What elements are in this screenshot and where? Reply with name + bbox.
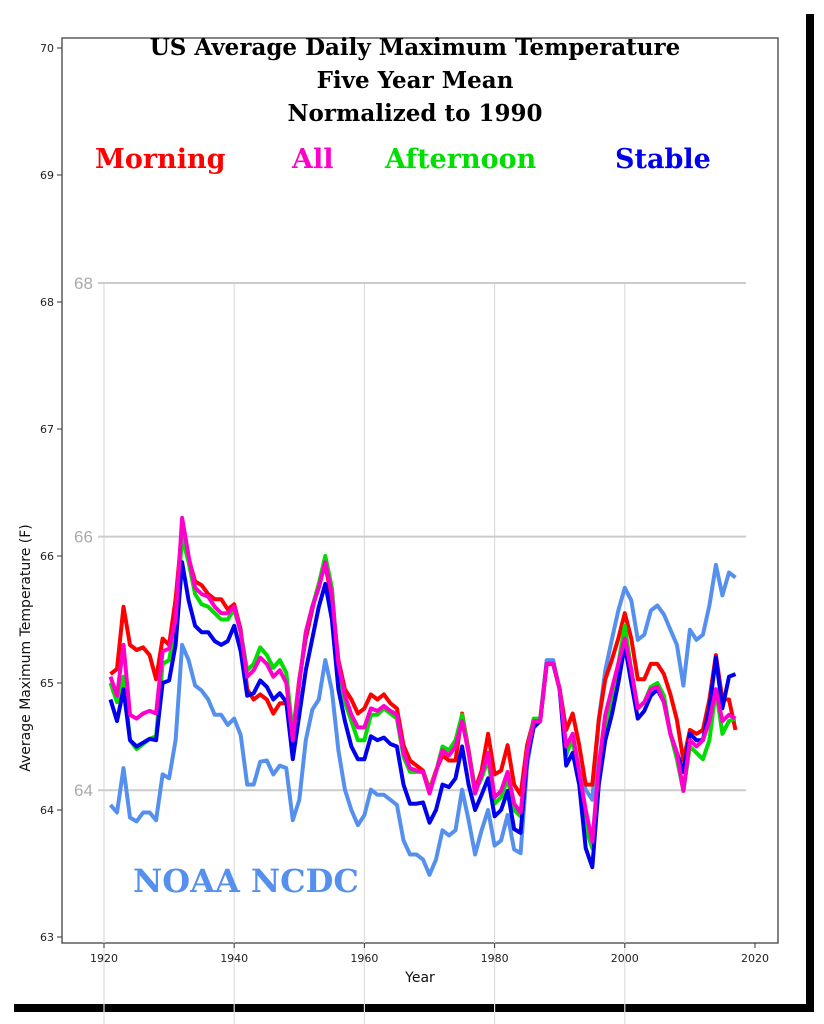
y-tick-label: 66 [40, 550, 54, 563]
plot-frame [61, 37, 779, 944]
overlay-y-tick-label: 64 [74, 781, 93, 800]
y-tick-label: 68 [40, 296, 54, 309]
x-tick-label: 2000 [611, 952, 639, 965]
chart-title-line-1: US Average Daily Maximum Temperature [150, 34, 681, 61]
y-tick-label: 69 [40, 169, 54, 182]
y-tick-label: 65 [40, 677, 54, 690]
legend-afternoon: Afternoon [384, 144, 537, 175]
x-axis-label: Year [404, 970, 435, 986]
source-annotation: NOAA NCDC [133, 862, 359, 900]
x-tick-label: 1940 [220, 952, 248, 965]
legend-stable: Stable [615, 144, 711, 175]
chart-title-line-3: Normalized to 1990 [288, 100, 543, 127]
legend-morning: Morning [95, 144, 226, 175]
overlay-y-tick-label: 66 [74, 528, 93, 547]
y-tick-label: 67 [40, 423, 54, 436]
chart-title-line-2: Five Year Mean [317, 67, 514, 94]
series-line-all [108, 515, 737, 844]
series-line-morning [109, 528, 738, 797]
x-tick-label: 2020 [741, 952, 769, 965]
x-tick-label: 1920 [90, 952, 118, 965]
y-tick-label: 63 [40, 931, 54, 944]
y-tick-label: 64 [40, 804, 54, 817]
x-tick-label: 1980 [481, 952, 509, 965]
legend-all: All [291, 144, 333, 175]
y-axis-label: Average Maximum Temperature (F) [18, 524, 34, 771]
axis-ticks: 1920 1940 1960 1980 2000 2020 64 66 68 63 64 65 66 67… [40, 42, 769, 965]
overlay-y-tick-label: 68 [74, 274, 93, 293]
x-tick-label: 1960 [350, 952, 378, 965]
chart-page [6, 6, 806, 1004]
y-tick-label: 70 [40, 42, 54, 55]
grid [98, 282, 746, 1024]
series-lines [108, 515, 738, 877]
series-line-stable [108, 560, 737, 870]
series-line-noaa-ncdc [108, 562, 737, 877]
